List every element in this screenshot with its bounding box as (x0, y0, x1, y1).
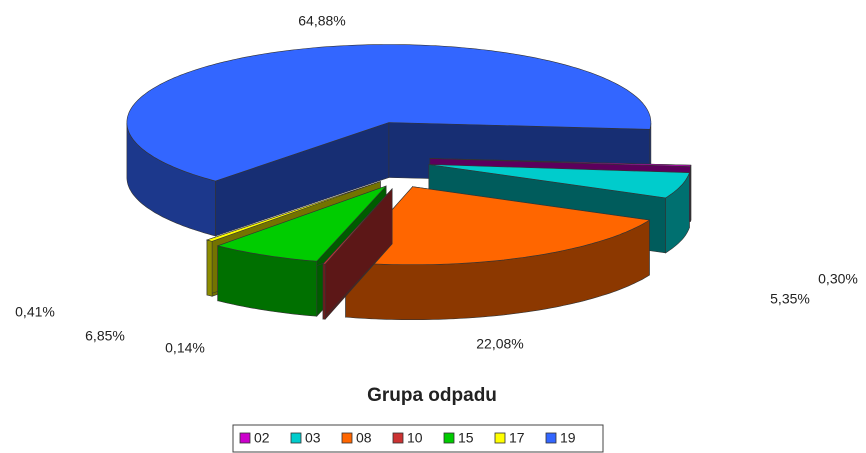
data-label: 22,08% (476, 336, 523, 352)
slice (322, 188, 393, 320)
data-label: 0,41% (15, 304, 55, 320)
slice-top (216, 185, 387, 262)
slice-top (322, 188, 393, 265)
legend-label: 19 (560, 430, 576, 446)
chart-title: Grupa odpadu (367, 385, 497, 406)
legend-label: 08 (356, 430, 372, 446)
legend-swatch (443, 432, 455, 444)
data-label: 6,85% (85, 328, 125, 344)
legend-swatch (545, 432, 557, 444)
legend-label: 15 (458, 430, 474, 446)
legend-swatch (290, 432, 302, 444)
legend-swatch (239, 432, 251, 444)
pie (126, 44, 692, 320)
data-label: 0,14% (165, 340, 205, 356)
legend-label: 02 (254, 430, 270, 446)
slice-top (429, 158, 692, 167)
data-label: 64,88% (298, 13, 345, 29)
legend-label: 03 (305, 430, 321, 446)
legend-swatch (494, 432, 506, 444)
slice-top (126, 44, 652, 182)
slice-top (344, 186, 651, 265)
slice (344, 185, 651, 320)
legend-swatch (341, 432, 353, 444)
legend-swatch (392, 432, 404, 444)
slice-top (205, 181, 381, 242)
slice-side (322, 263, 326, 320)
data-label: 0,30% (818, 271, 858, 287)
slice-top (428, 164, 690, 199)
slice-side (690, 165, 692, 222)
legend-label: 17 (509, 430, 525, 446)
slice-side (206, 239, 213, 297)
data-label: 5,35% (770, 291, 810, 307)
legend-label: 10 (407, 430, 423, 446)
